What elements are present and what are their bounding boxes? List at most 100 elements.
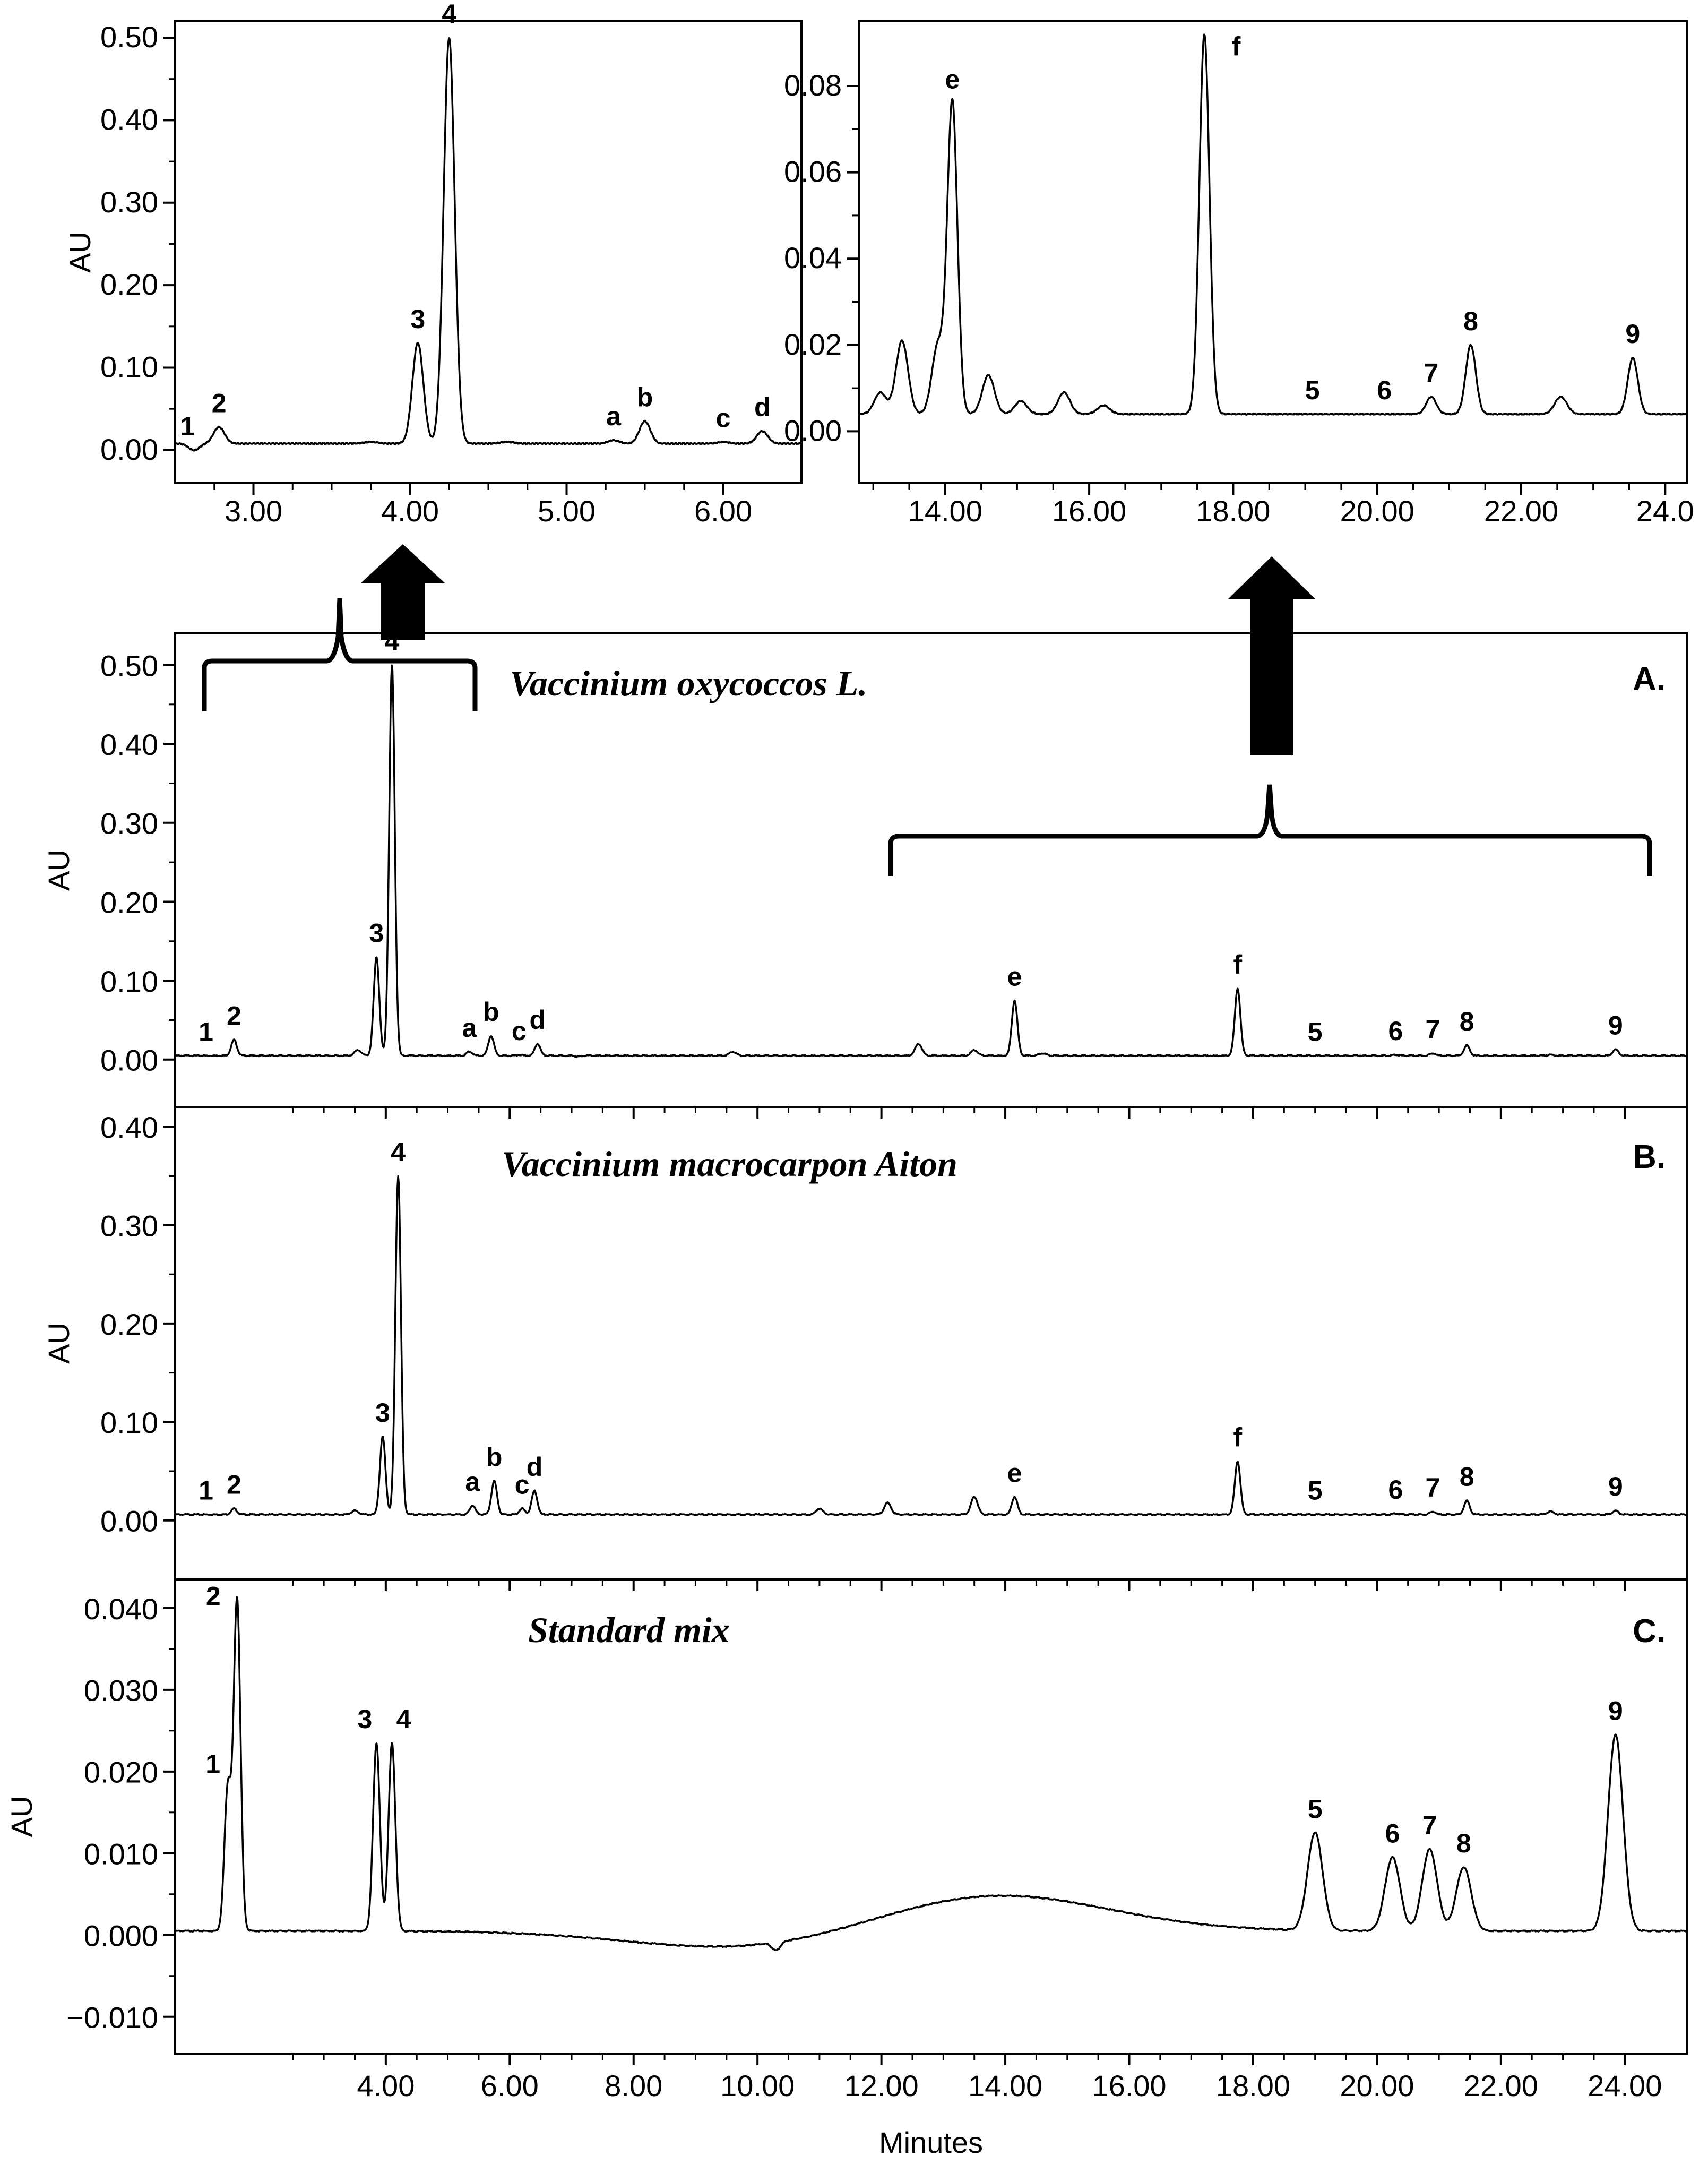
panel-title: Vaccinium macrocarpon Aiton [502,1144,957,1184]
y-tick-label: 0.30 [100,185,158,219]
y-tick-label: 0.00 [100,433,158,466]
peak-label: a [462,1013,478,1043]
peak-label: 3 [410,304,425,334]
chromatogram-trace [174,1175,1687,1516]
peak-label: 9 [1608,1472,1623,1501]
peak-label: c [716,403,731,433]
y-tick-label: 0.40 [100,1111,158,1144]
panel-title: Vaccinium oxycoccos L. [510,663,867,703]
x-tick-label: 3.00 [225,494,282,528]
panel-title: Standard mix [528,1610,730,1650]
chart-inset_left: 0.00 0.10 0.20 0.30 0.40 0.50 3.00 4.00 5.00 6.00… [63,0,803,528]
x-tick-label: 4.00 [381,494,439,528]
peak-label: 6 [1388,1016,1403,1046]
x-tick-label: 20.00 [1340,2069,1414,2102]
plot-frame [174,1578,1688,2055]
panel-tag: C. [1633,1613,1666,1650]
chromatogram-trace [858,33,1688,416]
zoom-annotations [202,544,1652,876]
peak-label: 3 [369,918,384,948]
y-tick-label: 0.04 [784,241,842,274]
y-tick-label: 0.08 [784,68,842,102]
y-tick-label: 0.010 [84,1837,158,1871]
peak-label: 7 [1422,1810,1437,1840]
peak-label: 1 [180,411,195,441]
peak-label: 8 [1456,1828,1471,1858]
peak-label: 4 [396,1704,411,1734]
x-tick-label: 12.00 [844,2069,919,2102]
y-tick-label: 0.40 [100,728,158,761]
peak-label: b [486,1442,503,1472]
peak-label: 9 [1608,1696,1623,1726]
peak-label: b [483,997,499,1027]
x-tick-label: 6.00 [481,2069,539,2102]
x-tick-label: 24.0 [1636,494,1694,528]
y-tick-label: 0.20 [100,886,158,919]
peak-label: 5 [1308,1794,1323,1824]
peak-label: 8 [1460,1007,1474,1036]
chromatogram-trace [174,1596,1687,1951]
x-tick-label: 24.00 [1588,2069,1662,2102]
y-tick-label: 0.30 [100,807,158,840]
peak-label: 3 [357,1704,372,1734]
peak-label: 5 [1308,1017,1323,1046]
panel-tag: A. [1633,661,1666,698]
y-tick-label: 0.02 [784,328,842,361]
peak-label: e [1007,1458,1022,1488]
x-tick-label: 5.00 [538,494,596,528]
y-axis-title: AU [42,849,75,891]
y-axis-title: AU [63,231,97,273]
y-axis-title: AU [5,1796,38,1837]
x-tick-label: 18.00 [1196,494,1270,528]
peak-label: 9 [1625,319,1640,349]
peak-label: 8 [1460,1462,1474,1492]
plot-frame [858,20,1688,484]
x-tick-label: 14.00 [908,494,982,528]
peak-label: f [1233,1423,1242,1453]
peak-label: 4 [391,1137,406,1167]
y-tick-label: −0.010 [66,2001,158,2034]
x-tick-label: 6.00 [694,494,752,528]
y-tick-label: 0.06 [784,155,842,188]
left-arrow-icon [361,544,445,640]
y-tick-label: 0.40 [100,102,158,136]
peak-label: b [637,382,653,412]
x-tick-label: 22.00 [1464,2069,1538,2102]
peak-label: 7 [1426,1473,1440,1502]
peak-label: 5 [1308,1476,1323,1506]
right-arrow-icon [1228,556,1315,755]
y-tick-label: 0.10 [100,965,158,998]
peak-label: f [1232,31,1241,61]
peak-label: 7 [1426,1015,1440,1044]
x-tick-label: 16.00 [1092,2069,1166,2102]
peak-label: 8 [1463,306,1478,336]
x-tick-label: 10.00 [720,2069,795,2102]
y-tick-label: 0.50 [100,20,158,54]
peak-label: 2 [212,388,227,418]
panel-tag: B. [1633,1139,1666,1175]
y-tick-label: 0.30 [100,1209,158,1242]
x-tick-label: 18.00 [1216,2069,1290,2102]
peak-label: 7 [1424,358,1439,388]
peak-label: d [527,1452,543,1482]
peak-label: f [1233,950,1242,980]
peak-label: 4 [442,0,456,29]
chromatogram-trace [174,37,803,452]
y-tick-label: 0.00 [100,1505,158,1538]
peak-label: 6 [1385,1818,1400,1848]
x-tick-label: 22.00 [1484,494,1558,528]
peak-label: 2 [227,1001,241,1031]
peak-label: 9 [1608,1010,1623,1040]
y-tick-label: 0.10 [100,350,158,384]
peak-label: 4 [385,626,400,656]
chart-inset_right: 0.00 0.02 0.04 0.06 0.08 14.00 16.00 18.00 20.00… [784,20,1694,528]
peak-label: d [754,392,771,422]
y-tick-label: 0.020 [84,1756,158,1789]
peak-label: 1 [199,1017,213,1046]
peak-label: c [512,1016,527,1046]
peak-label: 3 [375,1398,390,1428]
chart-panel_C: −0.010 0.000 0.010 0.020 0.030 0.040 4.00 6.00 8… [5,1578,1688,2159]
y-tick-label: 0.030 [84,1674,158,1707]
